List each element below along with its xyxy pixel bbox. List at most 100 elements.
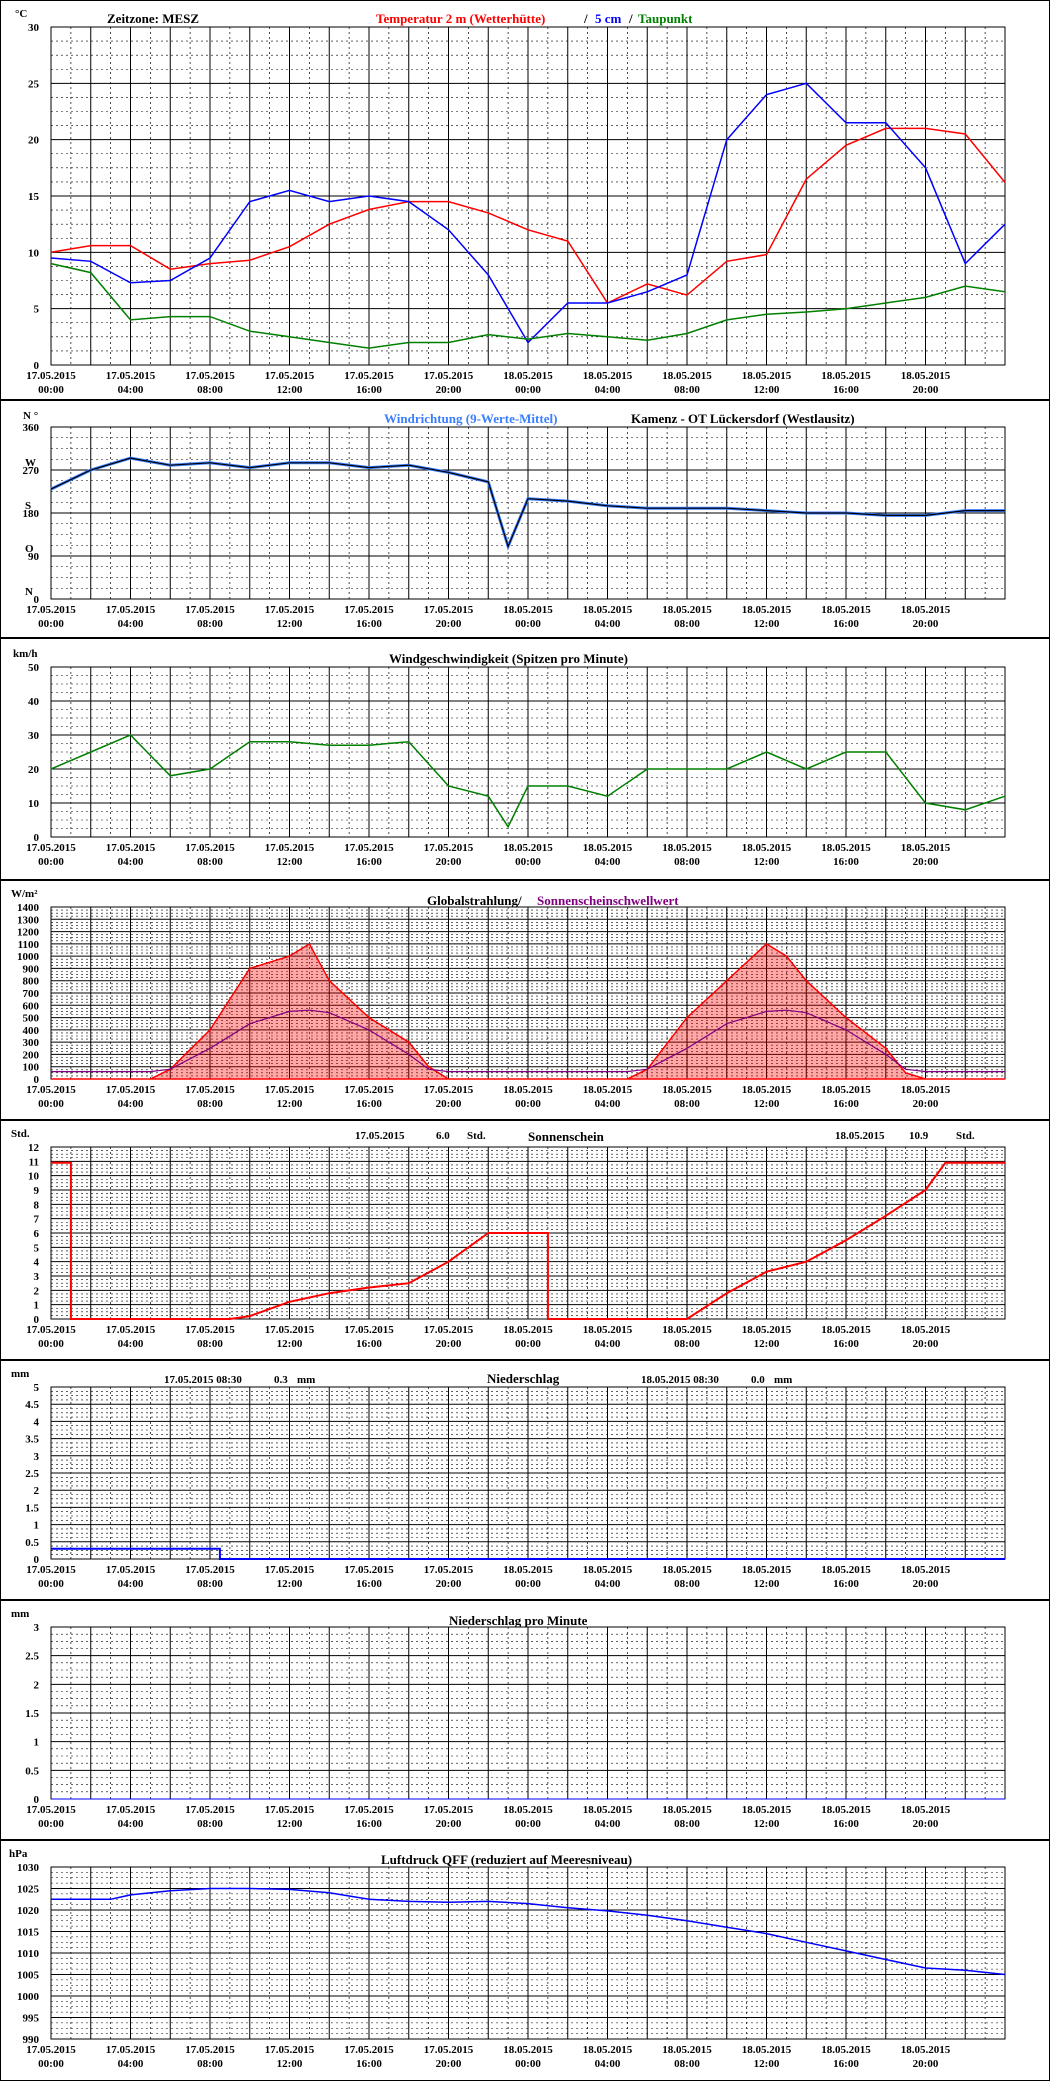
radiation-ytick-label: 400	[23, 1025, 40, 1037]
radiation-chart: W/m² Globalstrahlung/ Sonnenscheinschwel…	[11, 888, 1006, 1110]
radiation-ytick-label: 1200	[17, 927, 40, 939]
precipitation-minute-title: Niederschlag pro Minute	[449, 1613, 588, 1628]
wind-speed-xtick-date: 17.05.2015	[26, 842, 76, 854]
precipitation-day1-value: 0.3	[274, 1374, 288, 1386]
wind-direction-xtick-time: 20:00	[436, 618, 462, 630]
wind-speed-ytick-label: 50	[28, 662, 40, 674]
temperature-xtick-date: 17.05.2015	[424, 370, 474, 382]
precipitation-xtick-time: 16:00	[356, 1578, 382, 1590]
temperature-xtick-time: 00:00	[38, 384, 64, 396]
wind-direction-xtick-date: 18.05.2015	[821, 604, 871, 616]
radiation-xtick-date: 18.05.2015	[583, 1084, 633, 1096]
wind-direction-ytick-label: 360	[23, 422, 40, 434]
timezone-label: Zeitzone: MESZ	[107, 11, 199, 26]
wind-speed-xtick-time: 00:00	[38, 856, 64, 868]
sunshine-xtick-date: 18.05.2015	[583, 1324, 633, 1336]
precipitation-ytick-label: 4.5	[25, 1399, 39, 1411]
precipitation-xtick-time: 20:00	[436, 1578, 462, 1590]
precipitation-minute-xtick-date: 18.05.2015	[503, 1804, 553, 1816]
sunshine-xtick-date: 17.05.2015	[265, 1324, 315, 1336]
wind-direction-xtick-time: 12:00	[277, 618, 303, 630]
wind-speed-line	[50, 734, 1006, 829]
precipitation-minute-xtick-time: 00:00	[515, 1818, 541, 1830]
radiation-xtick-time: 00:00	[515, 1098, 541, 1110]
pressure-xtick-date: 17.05.2015	[424, 2044, 474, 2056]
legend-dewpoint: Taupunkt	[638, 11, 693, 26]
wind-speed-xtick-time: 20:00	[436, 856, 462, 868]
radiation-xtick-time: 16:00	[356, 1098, 382, 1110]
sunshine-xtick-time: 08:00	[197, 1338, 223, 1350]
cardinal-label: W	[25, 457, 36, 469]
sunshine-xtick-date: 17.05.2015	[185, 1324, 235, 1336]
wind-direction-xtick-time: 00:00	[515, 618, 541, 630]
pressure-xtick-date: 17.05.2015	[185, 2044, 235, 2056]
pressure-ytick-label: 1030	[17, 1862, 40, 1874]
radiation-xtick-date: 17.05.2015	[344, 1084, 394, 1096]
sunshine-ytick-label: 12	[28, 1142, 40, 1154]
wind-speed-xtick-date: 18.05.2015	[901, 842, 951, 854]
wind-direction-ytick-label: 90	[28, 551, 40, 563]
wind-speed-xtick-date: 18.05.2015	[742, 842, 792, 854]
pressure-ytick-label: 1015	[17, 1927, 40, 1939]
pressure-xtick-time: 20:00	[913, 2058, 939, 2070]
precipitation-minute-xtick-time: 00:00	[38, 1818, 64, 1830]
wind-direction-ytick-label: 270	[23, 465, 40, 477]
precipitation-xtick-date: 17.05.2015	[185, 1564, 235, 1576]
pressure-ytick-label: 1000	[17, 1991, 40, 2003]
wind-speed-chart: km/h Windgeschwindigkeit (Spitzen pro Mi…	[13, 648, 1006, 868]
sunshine-unit-label: Std.	[11, 1128, 30, 1140]
temperature-xtick-date: 17.05.2015	[265, 370, 315, 382]
precipitation-minute-ytick-label: 2	[34, 1679, 40, 1691]
pressure-xtick-time: 12:00	[754, 2058, 780, 2070]
precipitation-minute-xtick-date: 17.05.2015	[185, 1804, 235, 1816]
pressure-xtick-date: 18.05.2015	[901, 2044, 951, 2056]
wind-direction-xtick-date: 18.05.2015	[503, 604, 553, 616]
radiation-ytick-label: 1100	[18, 939, 40, 951]
pressure-xtick-date: 18.05.2015	[583, 2044, 633, 2056]
wind-speed-xtick-time: 12:00	[277, 856, 303, 868]
precipitation-ytick-label: 5	[34, 1382, 40, 1394]
precipitation-ytick-label: 3	[34, 1451, 40, 1463]
sunshine-day1-unit: Std.	[467, 1130, 486, 1142]
sunshine-xtick-time: 04:00	[118, 1338, 144, 1350]
sunshine-day2-date: 18.05.2015	[835, 1130, 885, 1142]
sunshine-xtick-date: 18.05.2015	[901, 1324, 951, 1336]
temperature-xtick-time: 04:00	[595, 384, 621, 396]
wind-speed-xtick-time: 16:00	[833, 856, 859, 868]
temperature-ytick-label: 30	[28, 22, 40, 34]
pressure-xtick-date: 18.05.2015	[742, 2044, 792, 2056]
wind-direction-xtick-time: 08:00	[674, 618, 700, 630]
radiation-xtick-time: 00:00	[38, 1098, 64, 1110]
cardinal-label: N	[25, 586, 33, 598]
radiation-ytick-label: 100	[23, 1062, 40, 1074]
precipitation-day1-unit: mm	[297, 1374, 315, 1386]
radiation-xtick-time: 04:00	[118, 1098, 144, 1110]
radiation-xtick-time: 20:00	[436, 1098, 462, 1110]
radiation-ytick-label: 1400	[17, 902, 40, 914]
temperature-xtick-time: 12:00	[754, 384, 780, 396]
threshold-title: Sonnenscheinschwellwert	[537, 893, 679, 908]
precipitation-minute-xtick-time: 12:00	[277, 1818, 303, 1830]
cardinal-label: O	[25, 543, 34, 555]
precipitation-xtick-date: 17.05.2015	[26, 1564, 76, 1576]
precipitation-minute-unit-label: mm	[11, 1608, 29, 1620]
sunshine-xtick-time: 04:00	[595, 1338, 621, 1350]
cardinal-label: S	[25, 500, 31, 512]
radiation-ytick-label: 1300	[17, 914, 40, 926]
radiation-xtick-time: 12:00	[754, 1098, 780, 1110]
precipitation-xtick-time: 08:00	[674, 1578, 700, 1590]
temperature-ytick-label: 5	[34, 304, 40, 316]
sunshine-xtick-date: 17.05.2015	[344, 1324, 394, 1336]
precipitation-xtick-time: 16:00	[833, 1578, 859, 1590]
pressure-xtick-time: 12:00	[277, 2058, 303, 2070]
wind-speed-ytick-label: 0	[34, 832, 40, 844]
wind-direction-xtick-time: 04:00	[118, 618, 144, 630]
wind-direction-xtick-date: 18.05.2015	[662, 604, 712, 616]
sunshine-ytick-label: 0	[34, 1314, 40, 1326]
wind-speed-xtick-time: 00:00	[515, 856, 541, 868]
radiation-xtick-date: 17.05.2015	[26, 1084, 76, 1096]
sunshine-ytick-label: 3	[34, 1271, 40, 1283]
precipitation-minute-xtick-date: 18.05.2015	[662, 1804, 712, 1816]
sunshine-ytick-label: 5	[34, 1242, 40, 1254]
precipitation-day2-value: 0.0	[751, 1374, 765, 1386]
